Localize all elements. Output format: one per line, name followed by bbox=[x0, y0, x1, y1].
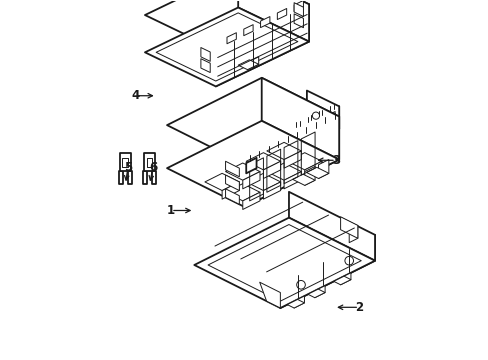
Polygon shape bbox=[238, 0, 308, 41]
Polygon shape bbox=[201, 59, 210, 72]
Polygon shape bbox=[290, 145, 297, 153]
Polygon shape bbox=[255, 113, 339, 154]
Polygon shape bbox=[293, 3, 303, 17]
Polygon shape bbox=[226, 33, 236, 44]
Polygon shape bbox=[298, 138, 313, 145]
Polygon shape bbox=[280, 235, 374, 308]
Polygon shape bbox=[293, 14, 303, 28]
Polygon shape bbox=[225, 161, 239, 177]
Polygon shape bbox=[306, 91, 339, 129]
Polygon shape bbox=[314, 285, 325, 298]
Polygon shape bbox=[292, 174, 314, 185]
Polygon shape bbox=[259, 282, 280, 308]
Polygon shape bbox=[348, 225, 357, 243]
Polygon shape bbox=[288, 192, 374, 261]
Polygon shape bbox=[215, 4, 308, 86]
Polygon shape bbox=[144, 0, 308, 49]
Text: 4: 4 bbox=[131, 89, 139, 102]
Polygon shape bbox=[304, 166, 314, 185]
Polygon shape bbox=[314, 130, 329, 137]
Polygon shape bbox=[242, 192, 260, 210]
Text: 2: 2 bbox=[354, 301, 363, 314]
Polygon shape bbox=[284, 172, 301, 189]
Polygon shape bbox=[293, 296, 304, 308]
Polygon shape bbox=[142, 171, 147, 184]
Polygon shape bbox=[151, 171, 156, 184]
Polygon shape bbox=[340, 217, 357, 238]
Polygon shape bbox=[238, 60, 258, 69]
Polygon shape bbox=[144, 153, 155, 171]
Polygon shape bbox=[244, 24, 253, 36]
Polygon shape bbox=[167, 121, 339, 207]
Polygon shape bbox=[144, 8, 308, 86]
Polygon shape bbox=[119, 171, 123, 184]
Polygon shape bbox=[225, 189, 239, 204]
Polygon shape bbox=[282, 145, 297, 153]
Polygon shape bbox=[247, 57, 258, 69]
Text: 3: 3 bbox=[331, 154, 339, 167]
Polygon shape bbox=[286, 300, 304, 308]
Polygon shape bbox=[120, 153, 131, 171]
Polygon shape bbox=[263, 161, 280, 179]
Polygon shape bbox=[307, 289, 325, 298]
Text: 5: 5 bbox=[123, 161, 132, 174]
Polygon shape bbox=[225, 175, 239, 190]
Text: 6: 6 bbox=[149, 161, 157, 174]
Polygon shape bbox=[260, 17, 269, 28]
Polygon shape bbox=[318, 159, 328, 179]
Polygon shape bbox=[287, 106, 339, 154]
Polygon shape bbox=[194, 218, 374, 308]
Polygon shape bbox=[222, 182, 239, 199]
Polygon shape bbox=[244, 117, 339, 207]
Polygon shape bbox=[246, 158, 256, 173]
Polygon shape bbox=[201, 48, 210, 61]
Polygon shape bbox=[284, 151, 301, 168]
Polygon shape bbox=[167, 78, 339, 164]
Polygon shape bbox=[340, 273, 350, 285]
Polygon shape bbox=[333, 276, 350, 285]
Polygon shape bbox=[306, 137, 313, 145]
Polygon shape bbox=[306, 167, 328, 179]
Polygon shape bbox=[323, 129, 329, 137]
Text: 1: 1 bbox=[166, 204, 175, 217]
Polygon shape bbox=[263, 182, 280, 199]
Polygon shape bbox=[242, 172, 260, 189]
Polygon shape bbox=[127, 171, 132, 184]
Polygon shape bbox=[304, 161, 321, 179]
Polygon shape bbox=[277, 9, 286, 19]
Polygon shape bbox=[261, 78, 339, 159]
Polygon shape bbox=[293, 0, 303, 12]
